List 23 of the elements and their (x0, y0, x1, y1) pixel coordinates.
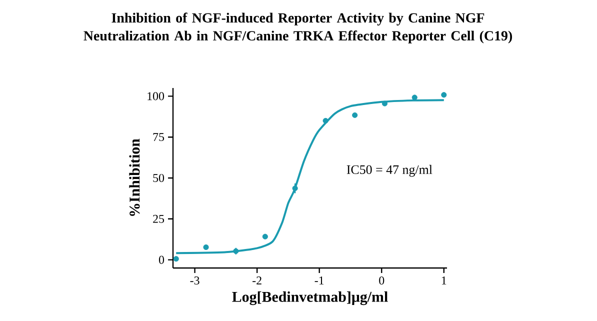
x-tick-label: -2 (252, 276, 262, 284)
y-axis-title: %Inhibition (129, 138, 140, 216)
x-tick-label: -1 (314, 276, 324, 284)
point (233, 248, 239, 254)
y-tick-label: 75 (153, 133, 164, 142)
x-tick-label: 0 (379, 276, 384, 285)
point (203, 244, 209, 250)
point (173, 256, 179, 262)
point (352, 112, 358, 118)
x-tick-label: 1 (442, 276, 446, 284)
point (441, 92, 447, 98)
point (262, 234, 268, 240)
annotation: IC50 = 47 ng/ml (346, 164, 432, 177)
point (292, 186, 298, 192)
x-axis-title: Log[Bedinvetmab]μg/ml (232, 291, 388, 306)
y-tick-label: 0 (158, 256, 164, 264)
point (322, 118, 328, 124)
chart-title: Inhibition of NGF-induced Reporter Activity by Canine NGF Neutralization Ab in NGF/Canine TRKA Effector Reporter Cell (C19) (84, 12, 512, 44)
y-tick-label: 100 (148, 92, 164, 100)
point (382, 100, 388, 106)
x-tick-label: -3 (190, 276, 200, 285)
y-tick-label: 25 (153, 214, 164, 223)
y-tick-label: 50 (153, 174, 164, 182)
